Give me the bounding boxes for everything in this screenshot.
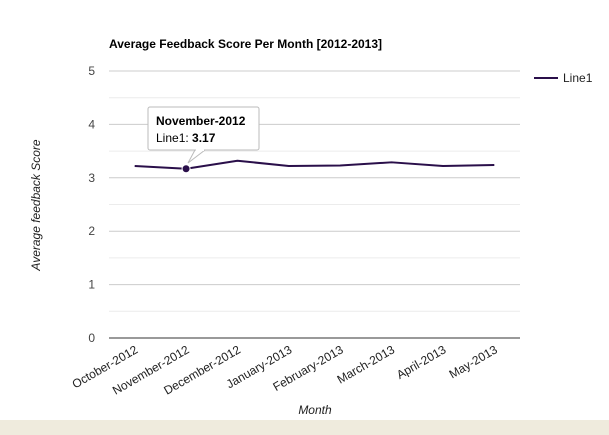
legend[interactable]: Line1: [534, 71, 593, 85]
legend-label-line1: Line1: [563, 71, 593, 85]
gridlines: [109, 70, 520, 339]
tooltip-series-label: Line1:: [156, 131, 192, 145]
footer-band: [0, 420, 609, 435]
tooltip-pointer: [187, 149, 207, 164]
x-tick-label: March-2013: [335, 342, 398, 386]
y-tick-label: 3: [88, 171, 95, 185]
tooltip-category: November-2012: [156, 114, 246, 128]
tooltip: November-2012 Line1: 3.17: [147, 106, 260, 164]
y-tick-label: 0: [88, 331, 95, 345]
series-line1: [134, 159, 495, 174]
x-axis-ticks: October-2012November-2012December-2012Ja…: [70, 342, 500, 397]
y-tick-label: 4: [88, 117, 95, 131]
x-axis-title: Month: [298, 403, 332, 417]
chart-title: Average Feedback Score Per Month [2012-2…: [109, 37, 382, 51]
highlighted-data-point[interactable]: [181, 164, 191, 174]
y-tick-label: 1: [88, 278, 95, 292]
x-tick-label: April-2013: [394, 342, 449, 382]
tooltip-value-row: Line1: 3.17: [156, 131, 216, 145]
y-tick-label: 2: [88, 224, 95, 238]
tooltip-value: 3.17: [192, 131, 216, 145]
y-axis-ticks: 0 1 2 3 4 5: [88, 64, 95, 345]
y-tick-label: 5: [88, 64, 95, 78]
x-tick-label: May-2013: [447, 342, 500, 381]
series-line: [134, 159, 495, 170]
y-axis-title: Average feedback Score: [29, 139, 43, 272]
